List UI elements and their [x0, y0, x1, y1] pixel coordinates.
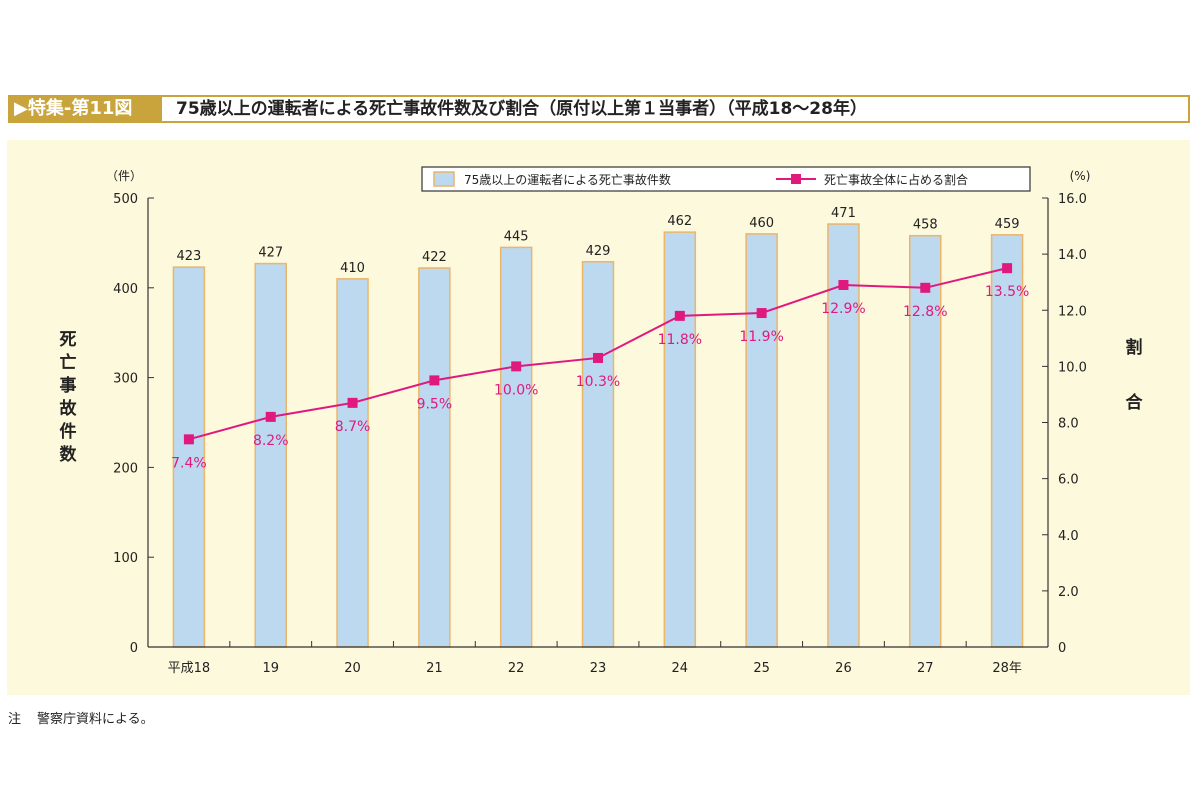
figure-number-label: ▶特集-第11図: [8, 95, 160, 123]
right-tick-label-2: 4.0: [1058, 529, 1079, 544]
left-tick-label-2: 200: [113, 461, 138, 476]
left-tick-label-0: 0: [130, 641, 138, 656]
legend-bar-label: 75歳以上の運転者による死亡事故件数: [464, 172, 671, 187]
source-note: 注警察庁資料による。: [8, 708, 170, 727]
bar-label-5: 429: [586, 244, 611, 259]
chart-title: 75歳以上の運転者による死亡事故件数及び割合（原付以上第１当事者）（平成18～2…: [160, 95, 1190, 123]
note-prefix: 注: [8, 712, 22, 727]
x-tick-label-9: 27: [917, 661, 934, 676]
right-axis-title-char: 割: [1126, 337, 1143, 358]
ratio-label-1: 8.2%: [253, 433, 289, 449]
x-tick-label-2: 20: [344, 661, 361, 676]
right-tick-label-6: 12.0: [1058, 304, 1087, 319]
legend-bar-swatch: [433, 171, 455, 187]
left-axis-title-char: 事: [60, 376, 77, 396]
bar-1: [254, 262, 287, 648]
bar-2: [336, 278, 369, 648]
ratio-point-0: [183, 434, 194, 445]
bar-label-3: 422: [422, 250, 447, 265]
bar-label-7: 460: [749, 216, 774, 231]
right-tick-label-3: 6.0: [1058, 473, 1079, 488]
x-tick-label-8: 26: [835, 661, 852, 676]
ratio-point-7: [756, 308, 767, 319]
left-tick-label-3: 300: [113, 372, 138, 387]
left-axis-title-char: 件: [60, 421, 77, 442]
ratio-point-6: [674, 310, 685, 321]
x-tick-label-10: 28年: [992, 661, 1022, 676]
ratio-point-8: [838, 279, 849, 290]
left-axis-title-char: 数: [60, 444, 78, 465]
right-tick-label-8: 16.0: [1058, 192, 1087, 207]
ratio-label-0: 7.4%: [171, 455, 207, 471]
bar-5: [581, 261, 615, 648]
ratio-label-3: 9.5%: [417, 396, 453, 412]
x-tick-label-6: 24: [672, 661, 689, 676]
bar-label-8: 471: [831, 206, 856, 221]
bar-0: [172, 266, 206, 648]
ratio-label-10: 13.5%: [985, 284, 1029, 300]
bar-label-9: 458: [913, 218, 938, 233]
bar-label-2: 410: [340, 261, 365, 276]
x-tick-label-7: 25: [753, 661, 770, 676]
right-tick-label-1: 2.0: [1058, 585, 1079, 600]
bar-label-6: 462: [667, 214, 692, 229]
ratio-point-4: [511, 361, 522, 372]
left-axis-title-char: 死: [60, 330, 77, 350]
right-tick-label-0: 0: [1058, 641, 1066, 656]
ratio-point-2: [347, 397, 358, 408]
ratio-label-8: 12.9%: [821, 301, 865, 317]
ratio-label-4: 10.0%: [494, 382, 538, 398]
bar-4: [499, 246, 533, 648]
legend-line-marker: [791, 174, 801, 184]
ratio-label-9: 12.8%: [903, 304, 947, 320]
ratio-label-6: 11.8%: [658, 332, 702, 348]
right-axis-title-char: 合: [1126, 392, 1144, 413]
bar-3: [418, 267, 451, 648]
bar-label-4: 445: [504, 229, 529, 244]
bar-6: [663, 231, 697, 648]
x-tick-label-5: 23: [590, 661, 607, 676]
x-tick-label-0: 平成18: [168, 661, 211, 676]
bar-10: [990, 234, 1024, 648]
x-tick-label-4: 22: [508, 661, 525, 676]
ratio-label-2: 8.7%: [335, 419, 371, 435]
ratio-label-7: 11.9%: [739, 329, 783, 345]
left-tick-label-5: 500: [113, 192, 138, 207]
ratio-point-9: [920, 282, 931, 293]
ratio-point-3: [429, 375, 440, 386]
right-tick-label-7: 14.0: [1058, 248, 1087, 263]
note-text: 警察庁資料による。: [37, 712, 154, 727]
ratio-point-5: [593, 352, 603, 363]
right-axis-unit: (%): [1070, 169, 1091, 183]
x-tick-label-3: 21: [426, 661, 443, 676]
ratio-point-10: [1002, 263, 1013, 274]
ratio-label-5: 10.3%: [576, 374, 620, 390]
legend-box: [421, 166, 1031, 192]
legend-line-label: 死亡事故全体に占める割合: [824, 172, 968, 187]
left-axis-unit: （件）: [106, 169, 142, 183]
bar-9: [909, 234, 942, 648]
right-tick-label-5: 10.0: [1058, 360, 1087, 375]
left-tick-label-4: 400: [113, 282, 138, 297]
bar-label-10: 459: [995, 217, 1020, 232]
right-tick-label-4: 8.0: [1058, 417, 1079, 432]
ratio-point-1: [265, 411, 276, 422]
bar-7: [745, 233, 778, 648]
left-tick-label-1: 100: [113, 551, 138, 566]
left-axis-title-char: 亡: [60, 352, 77, 373]
left-axis-title-char: 故: [60, 398, 78, 419]
x-tick-label-1: 19: [262, 661, 279, 676]
bar-label-0: 423: [176, 249, 201, 264]
bar-8: [827, 223, 860, 648]
bar-label-1: 427: [258, 246, 283, 261]
